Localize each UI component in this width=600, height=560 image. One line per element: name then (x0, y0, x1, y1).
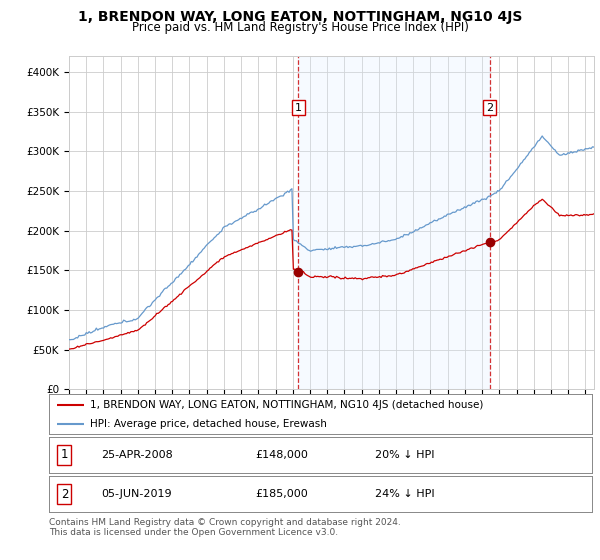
Text: 20% ↓ HPI: 20% ↓ HPI (375, 450, 434, 460)
Text: 05-JUN-2019: 05-JUN-2019 (101, 489, 172, 499)
Text: 1, BRENDON WAY, LONG EATON, NOTTINGHAM, NG10 4JS (detached house): 1, BRENDON WAY, LONG EATON, NOTTINGHAM, … (90, 400, 484, 410)
Text: Price paid vs. HM Land Registry's House Price Index (HPI): Price paid vs. HM Land Registry's House … (131, 21, 469, 34)
Text: £148,000: £148,000 (256, 450, 308, 460)
Text: 24% ↓ HPI: 24% ↓ HPI (375, 489, 434, 499)
Bar (298, 56, 490, 389)
Text: 2: 2 (61, 488, 68, 501)
Text: 25-APR-2008: 25-APR-2008 (101, 450, 173, 460)
Text: Contains HM Land Registry data © Crown copyright and database right 2024.
This d: Contains HM Land Registry data © Crown c… (49, 518, 401, 538)
Text: 1: 1 (295, 102, 302, 113)
Text: 1: 1 (61, 449, 68, 461)
Text: HPI: Average price, detached house, Erewash: HPI: Average price, detached house, Erew… (90, 419, 327, 429)
Text: £185,000: £185,000 (256, 489, 308, 499)
Text: 1, BRENDON WAY, LONG EATON, NOTTINGHAM, NG10 4JS: 1, BRENDON WAY, LONG EATON, NOTTINGHAM, … (78, 10, 522, 24)
Text: 2: 2 (486, 102, 493, 113)
